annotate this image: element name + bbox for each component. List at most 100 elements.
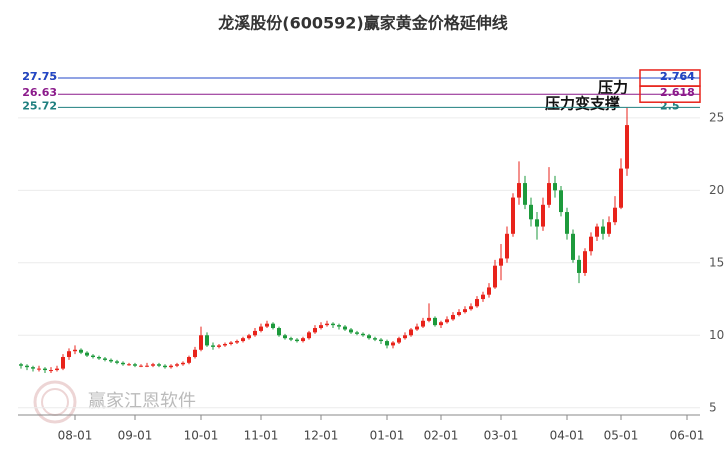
level-price-label: 26.63 (22, 86, 57, 99)
candle-body (427, 317, 431, 321)
candle-body (181, 362, 185, 365)
candle-body (103, 358, 107, 360)
candle-body (289, 338, 293, 340)
level-ratio-label: 2.5 (660, 99, 680, 112)
candle-body (421, 320, 425, 327)
candle-body (391, 342, 395, 346)
candle-body (145, 365, 149, 367)
candle-body (19, 364, 23, 366)
candle-body (259, 326, 263, 331)
y-tick-label: 15 (709, 255, 724, 269)
x-tick-label: 01-01 (370, 429, 405, 443)
candle-body (199, 335, 203, 350)
x-tick-label: 04-01 (550, 429, 585, 443)
candle-body (25, 365, 29, 368)
level-price-label: 27.75 (22, 70, 57, 83)
candle-body (529, 204, 533, 220)
candle-body (139, 365, 143, 367)
candle-body (337, 325, 341, 327)
candle-body (583, 251, 587, 273)
candle-body (415, 326, 419, 330)
level-ratio-label: 2.618 (660, 86, 695, 99)
x-tick-label: 02-01 (424, 429, 459, 443)
x-tick-label: 10-01 (184, 429, 219, 443)
x-tick-label: 05-01 (604, 429, 639, 443)
candle-body (385, 341, 389, 346)
candle-body (343, 326, 347, 330)
candle-body (301, 338, 305, 342)
candle-body (397, 338, 401, 343)
candle-body (319, 325, 323, 329)
candle-body (241, 338, 245, 342)
candle-body (379, 339, 383, 342)
candle-body (85, 352, 89, 356)
chart-title: 龙溪股份(600592)赢家黄金价格延伸线 (217, 14, 507, 33)
level-ratio-label: 2.764 (660, 70, 695, 83)
candle-body (469, 306, 473, 310)
candle-body (499, 258, 503, 266)
level-price-label: 25.72 (22, 99, 57, 112)
candle-body (481, 294, 485, 300)
x-tick-label: 12-01 (304, 429, 339, 443)
candle-body (175, 364, 179, 366)
watermark-logo (33, 380, 77, 424)
x-tick-label: 03-01 (484, 429, 519, 443)
y-tick-label: 20 (709, 183, 724, 197)
candle-body (313, 328, 317, 333)
candle-body (589, 236, 593, 252)
x-tick-label: 08-01 (58, 429, 93, 443)
candle-body (325, 323, 329, 326)
x-tick-label: 06-01 (670, 429, 705, 443)
candle-body (457, 312, 461, 315)
y-tick-label: 10 (709, 328, 724, 342)
candle-body (331, 323, 335, 326)
candle-body (253, 330, 257, 336)
candle-body (595, 226, 599, 237)
candle-body (361, 333, 365, 336)
candle-body (97, 357, 101, 359)
candle-body (121, 362, 125, 365)
x-tick-label: 09-01 (118, 429, 153, 443)
candle-body (247, 335, 251, 339)
candle-body (625, 125, 629, 169)
candle-body (49, 370, 53, 372)
candle-body (61, 357, 65, 369)
candle-body (475, 299, 479, 307)
candle-body (619, 168, 623, 208)
candle-body (445, 319, 449, 323)
candle-body (265, 323, 269, 327)
candle-body (31, 367, 35, 369)
candle-body (277, 328, 281, 336)
candle-body (271, 323, 275, 329)
candle-body (307, 332, 311, 339)
candle-body (517, 183, 521, 198)
candle-body (79, 349, 83, 353)
candle-body (223, 343, 227, 346)
candle-body (511, 197, 515, 234)
candle-body (169, 365, 173, 368)
annotation: 压力 (598, 79, 628, 97)
candle-body (403, 335, 407, 339)
candle-body (451, 314, 455, 320)
watermark: 赢家江恩软件 (88, 390, 196, 412)
y-tick-label: 5 (709, 400, 717, 414)
candle-body (433, 317, 437, 326)
candle-body (187, 357, 191, 363)
candle-body (601, 226, 605, 234)
candle-body (367, 335, 371, 339)
candle-body (523, 183, 527, 205)
candle-body (439, 322, 443, 326)
candle-body (409, 329, 413, 336)
candle-body (553, 183, 557, 191)
candle-body (235, 341, 239, 343)
candle-body (505, 233, 509, 259)
candle-body (577, 259, 581, 273)
candle-body (37, 368, 41, 370)
candle-body (355, 332, 359, 334)
candle-body (571, 233, 575, 260)
x-tick-label: 11-01 (244, 429, 279, 443)
candle-body (463, 309, 467, 313)
level-ratio-label: 2.764 (660, 70, 695, 83)
candle-body (295, 339, 299, 342)
